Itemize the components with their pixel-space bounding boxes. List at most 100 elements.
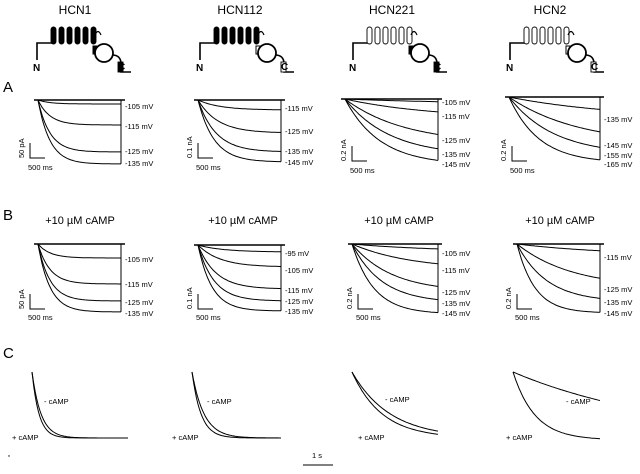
- schematic-hcn2: [509, 26, 604, 73]
- b-hcn1-label-1: -105 mV: [125, 255, 153, 264]
- a-hcn112-traces: [194, 99, 285, 163]
- a-hcn2-trace: [508, 96, 601, 148]
- a-hcn112-scale-current: 0.1 nA: [185, 136, 194, 158]
- schematic-n-label-hcn112: N: [196, 63, 203, 74]
- b-hcn2-trace: [516, 243, 601, 252]
- c-hcn221-plus-camp: + cAMP: [358, 433, 384, 442]
- c-terminal-block: [433, 61, 440, 73]
- schematic-hcn221: [352, 26, 447, 73]
- c-terminal-block: [117, 61, 124, 73]
- b-hcn221-scalebar: [357, 294, 373, 310]
- a-hcn2-scale-time: 500 ms: [510, 166, 535, 175]
- transmembrane-segment: [90, 26, 97, 45]
- a-hcn221-trace: [344, 98, 439, 135]
- b-hcn1-trace: [37, 243, 121, 285]
- b-hcn221-scale-current: 0.2 nA: [345, 287, 354, 309]
- b-hcn2-condition: +10 µM cAMP: [525, 215, 595, 227]
- c-hcn1-normalized: [31, 371, 128, 439]
- time-scale-label: 1 s: [312, 451, 322, 460]
- b-hcn112-trace: [197, 244, 281, 302]
- transmembrane-segment: [245, 26, 252, 45]
- b-hcn2-scalebar: [516, 294, 532, 310]
- transmembrane-segment: [531, 26, 538, 45]
- pore-loop: [257, 30, 265, 36]
- a-hcn221-label-1: -105 mV: [442, 98, 470, 107]
- c-hcn221-minus-camp: - cAMP: [385, 395, 410, 404]
- a-hcn2-label-1: -135 mV: [604, 115, 632, 124]
- schematic-n-tail: [352, 42, 369, 60]
- a-hcn112-label-2: -125 mV: [285, 127, 313, 136]
- b-hcn221-scale-time: 500 ms: [356, 313, 381, 322]
- pore-loop: [567, 30, 575, 36]
- c-hcn1-plus-camp-trace: [31, 371, 128, 439]
- transmembrane-segment: [382, 26, 389, 45]
- transmembrane-segment: [74, 26, 81, 45]
- b-hcn221-label-1: -105 mV: [442, 249, 470, 258]
- b-hcn221-trace: [351, 243, 438, 250]
- a-hcn112-trace: [197, 99, 281, 111]
- a-hcn221-scale-current: 0.2 nA: [339, 139, 348, 161]
- a-hcn1-traces: [34, 99, 125, 165]
- transmembrane-segment: [563, 26, 570, 45]
- a-hcn221-trace: [344, 98, 439, 150]
- b-hcn2-label-3: -135 mV: [604, 298, 632, 307]
- a-hcn221-trace: [344, 98, 438, 103]
- b-hcn1-scale-current: 50 pA: [17, 289, 26, 309]
- transmembrane-segment: [253, 26, 260, 45]
- channel-schematics: [36, 26, 604, 73]
- b-hcn112-label-5: -135 mV: [285, 307, 313, 316]
- transmembrane-segment: [555, 26, 562, 45]
- a-hcn1-scale-time: 500 ms: [28, 163, 53, 172]
- transmembrane-segment: [366, 26, 373, 45]
- b-hcn112-trace: [197, 244, 281, 253]
- b-hcn2-trace: [516, 243, 600, 313]
- transmembrane-segment: [523, 26, 530, 45]
- b-hcn112-trace: [197, 244, 281, 312]
- a-hcn221-trace: [344, 98, 439, 161]
- a-hcn1-trace: [37, 99, 121, 153]
- a-hcn1-label-1: -105 mV: [125, 102, 153, 111]
- a-hcn1-label-4: -135 mV: [125, 159, 153, 168]
- b-hcn1-scalebar: [29, 294, 45, 310]
- a-hcn112-label-1: -115 mV: [285, 104, 313, 113]
- b-hcn2-label-2: -125 mV: [604, 285, 632, 294]
- b-hcn112-trace: [197, 244, 282, 290]
- b-hcn112-scale-current: 0.1 nA: [185, 287, 194, 309]
- b-hcn1-trace: [37, 243, 121, 259]
- b-hcn221-trace: [351, 243, 439, 314]
- schematic-hcn112: [199, 26, 294, 73]
- a-hcn2-scale-current: 0.2 nA: [499, 139, 508, 161]
- c-hcn2-minus-camp-trace: [512, 371, 601, 401]
- a-hcn221-scalebar: [351, 146, 367, 162]
- b-hcn2-traces: [513, 243, 604, 313]
- b-hcn2-trace: [516, 243, 601, 299]
- b-hcn221-trace: [351, 243, 439, 301]
- schematic-n-label-hcn1: N: [33, 63, 40, 74]
- a-hcn2-trace: [508, 96, 601, 133]
- schematic-c-label-hcn1: C: [118, 62, 125, 73]
- b-hcn2-scale-time: 500 ms: [515, 313, 540, 322]
- transmembrane-segment: [390, 26, 397, 45]
- a-hcn112-trace: [197, 99, 282, 163]
- a-hcn221-trace: [344, 98, 439, 113]
- cnbd-circle: [94, 43, 114, 63]
- a-hcn221-scale-time: 500 ms: [350, 166, 375, 175]
- b-hcn2-trace: [516, 243, 601, 279]
- c-hcn2-minus-camp: - cAMP: [566, 397, 591, 406]
- current-traces: [31, 96, 604, 440]
- transmembrane-segment: [221, 26, 228, 45]
- a-hcn2-label-2: -145 mV: [604, 141, 632, 150]
- b-hcn2-label-4: -145 mV: [604, 309, 632, 318]
- b-hcn112-label-2: -105 mV: [285, 266, 313, 275]
- schematic-c-label-hcn112: C: [281, 62, 288, 73]
- transmembrane-segment: [82, 26, 89, 45]
- b-hcn112-label-1: -95 mV: [285, 249, 309, 258]
- channel-title-hcn221: HCN221: [369, 3, 415, 17]
- c-hcn2-plus-camp-trace: [512, 371, 601, 440]
- schematic-n-label-hcn221: N: [349, 63, 356, 74]
- a-hcn1-trace: [37, 99, 121, 105]
- b-hcn112-scalebar: [197, 294, 213, 310]
- a-hcn1-trace: [37, 99, 121, 165]
- b-hcn2-label-1: -115 mV: [604, 253, 632, 262]
